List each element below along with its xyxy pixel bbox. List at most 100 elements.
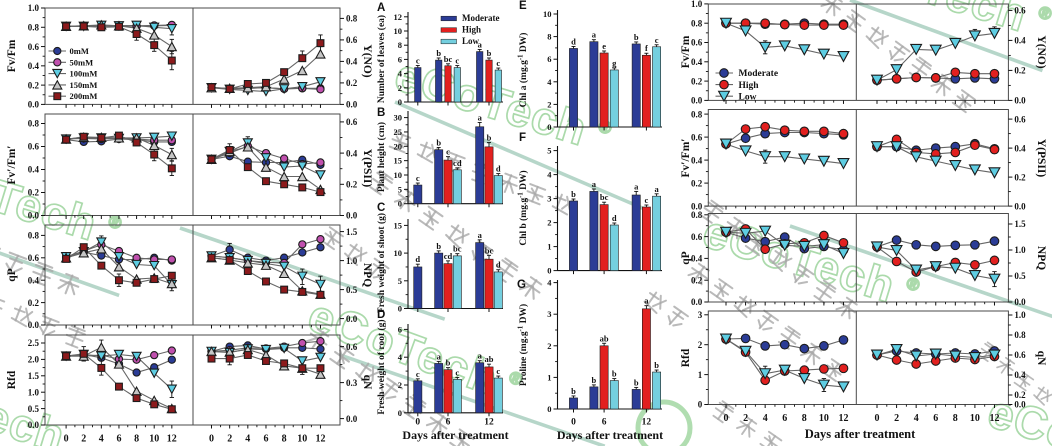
svg-text:1: 1 — [547, 372, 551, 382]
svg-text:2: 2 — [227, 434, 232, 445]
svg-text:0.8: 0.8 — [28, 231, 40, 241]
svg-text:0.4: 0.4 — [691, 57, 703, 67]
svg-text:0: 0 — [398, 408, 402, 418]
svg-text:Number of leaves (ea): Number of leaves (ea) — [376, 15, 387, 103]
svg-text:50mM: 50mM — [70, 57, 94, 67]
svg-text:F: F — [519, 132, 526, 144]
svg-text:High: High — [462, 24, 481, 34]
svg-text:0.6: 0.6 — [691, 232, 703, 242]
svg-text:10: 10 — [970, 413, 980, 424]
svg-text:1.0: 1.0 — [28, 387, 40, 397]
svg-text:b: b — [634, 32, 639, 42]
svg-text:c: c — [446, 147, 450, 157]
svg-text:a: a — [478, 113, 483, 123]
svg-text:0.0: 0.0 — [28, 100, 40, 110]
svg-text:Plant height (cm): Plant height (cm) — [376, 122, 387, 192]
svg-text:c: c — [455, 56, 459, 66]
svg-text:150mM: 150mM — [70, 80, 98, 90]
svg-text:10: 10 — [394, 170, 403, 180]
svg-text:0: 0 — [547, 266, 551, 276]
svg-text:0: 0 — [724, 413, 729, 424]
svg-text:2: 2 — [743, 413, 748, 424]
svg-text:2.0: 2.0 — [28, 355, 40, 365]
svg-text:6: 6 — [398, 324, 402, 334]
svg-text:0: 0 — [64, 434, 69, 445]
svg-text:0.4: 0.4 — [691, 155, 703, 165]
svg-text:0.0: 0.0 — [346, 314, 358, 324]
svg-text:0.0: 0.0 — [691, 201, 703, 211]
svg-text:0.6: 0.6 — [28, 142, 40, 152]
svg-text:0.0: 0.0 — [346, 100, 358, 110]
svg-text:c: c — [416, 55, 420, 65]
svg-text:b: b — [654, 360, 659, 370]
svg-text:Y(PSII): Y(PSII) — [1035, 139, 1047, 178]
svg-text:4: 4 — [398, 352, 403, 362]
svg-text:c: c — [455, 367, 459, 377]
svg-text:0.8: 0.8 — [28, 119, 40, 129]
svg-text:0mM: 0mM — [70, 46, 89, 56]
svg-text:0.0: 0.0 — [1014, 297, 1026, 307]
svg-text:b: b — [571, 189, 576, 199]
svg-text:0.6: 0.6 — [346, 342, 358, 352]
svg-text:0.2: 0.2 — [346, 78, 358, 88]
svg-text:cd: cd — [444, 251, 453, 261]
svg-text:0.2: 0.2 — [28, 188, 40, 198]
svg-text:c: c — [496, 58, 500, 68]
svg-text:0.4: 0.4 — [691, 254, 703, 264]
svg-text:0: 0 — [415, 418, 420, 428]
svg-text:2: 2 — [398, 83, 402, 93]
svg-text:Days after treatment: Days after treatment — [402, 428, 508, 442]
svg-text:c: c — [416, 173, 420, 183]
svg-text:b: b — [436, 137, 441, 147]
svg-text:6: 6 — [782, 413, 787, 424]
svg-text:a: a — [592, 179, 597, 189]
svg-text:0.2: 0.2 — [691, 76, 703, 86]
svg-text:12: 12 — [167, 434, 177, 445]
svg-text:Chl a (mg.g-1 DW): Chl a (mg.g-1 DW) — [518, 33, 530, 108]
svg-text:10: 10 — [394, 26, 403, 36]
svg-text:Low: Low — [462, 36, 480, 46]
svg-text:a: a — [654, 184, 659, 194]
svg-text:4: 4 — [99, 434, 104, 445]
svg-text:Rfd: Rfd — [680, 348, 692, 367]
svg-text:0.0: 0.0 — [691, 297, 703, 307]
svg-text:4: 4 — [547, 77, 552, 87]
svg-text:0.2: 0.2 — [28, 298, 40, 308]
svg-text:0.8: 0.8 — [691, 18, 703, 28]
svg-text:d: d — [496, 260, 501, 270]
svg-text:Fv′/Fm′: Fv′/Fm′ — [6, 145, 18, 184]
svg-text:4: 4 — [914, 413, 919, 424]
svg-text:®: ® — [1036, 3, 1052, 25]
svg-text:D: D — [377, 309, 385, 321]
svg-text:0.4: 0.4 — [28, 275, 40, 285]
svg-text:1.5: 1.5 — [1014, 219, 1026, 229]
svg-text:0.6: 0.6 — [28, 253, 40, 263]
svg-text:0.0: 0.0 — [691, 96, 703, 106]
svg-text:6: 6 — [547, 54, 551, 64]
svg-text:0.4: 0.4 — [28, 61, 40, 71]
svg-text:0.0: 0.0 — [346, 414, 358, 424]
svg-text:0: 0 — [398, 199, 402, 209]
svg-text:0.8: 0.8 — [346, 14, 358, 24]
svg-text:30: 30 — [394, 113, 403, 123]
svg-text:Moderate: Moderate — [462, 13, 499, 23]
svg-text:a: a — [478, 40, 483, 50]
svg-text:0.8: 0.8 — [1014, 330, 1026, 340]
svg-text:Low: Low — [739, 92, 757, 102]
svg-text:b: b — [446, 358, 451, 368]
svg-text:25: 25 — [394, 127, 403, 137]
svg-text:qP: qP — [680, 251, 692, 264]
svg-text:12: 12 — [990, 413, 1000, 424]
svg-text:Y(PSII): Y(PSII) — [361, 149, 373, 188]
svg-text:0: 0 — [698, 400, 703, 410]
svg-text:0.8: 0.8 — [691, 109, 703, 119]
svg-text:6: 6 — [602, 418, 607, 428]
svg-text:12: 12 — [484, 418, 494, 428]
svg-text:b: b — [612, 369, 617, 379]
svg-text:Days after treatment: Days after treatment — [557, 428, 663, 442]
svg-text:Fv/Fm: Fv/Fm — [6, 39, 18, 72]
svg-text:12: 12 — [316, 434, 326, 445]
svg-text:b: b — [487, 133, 492, 143]
svg-text:g: g — [612, 58, 617, 68]
svg-text:2: 2 — [894, 413, 899, 424]
